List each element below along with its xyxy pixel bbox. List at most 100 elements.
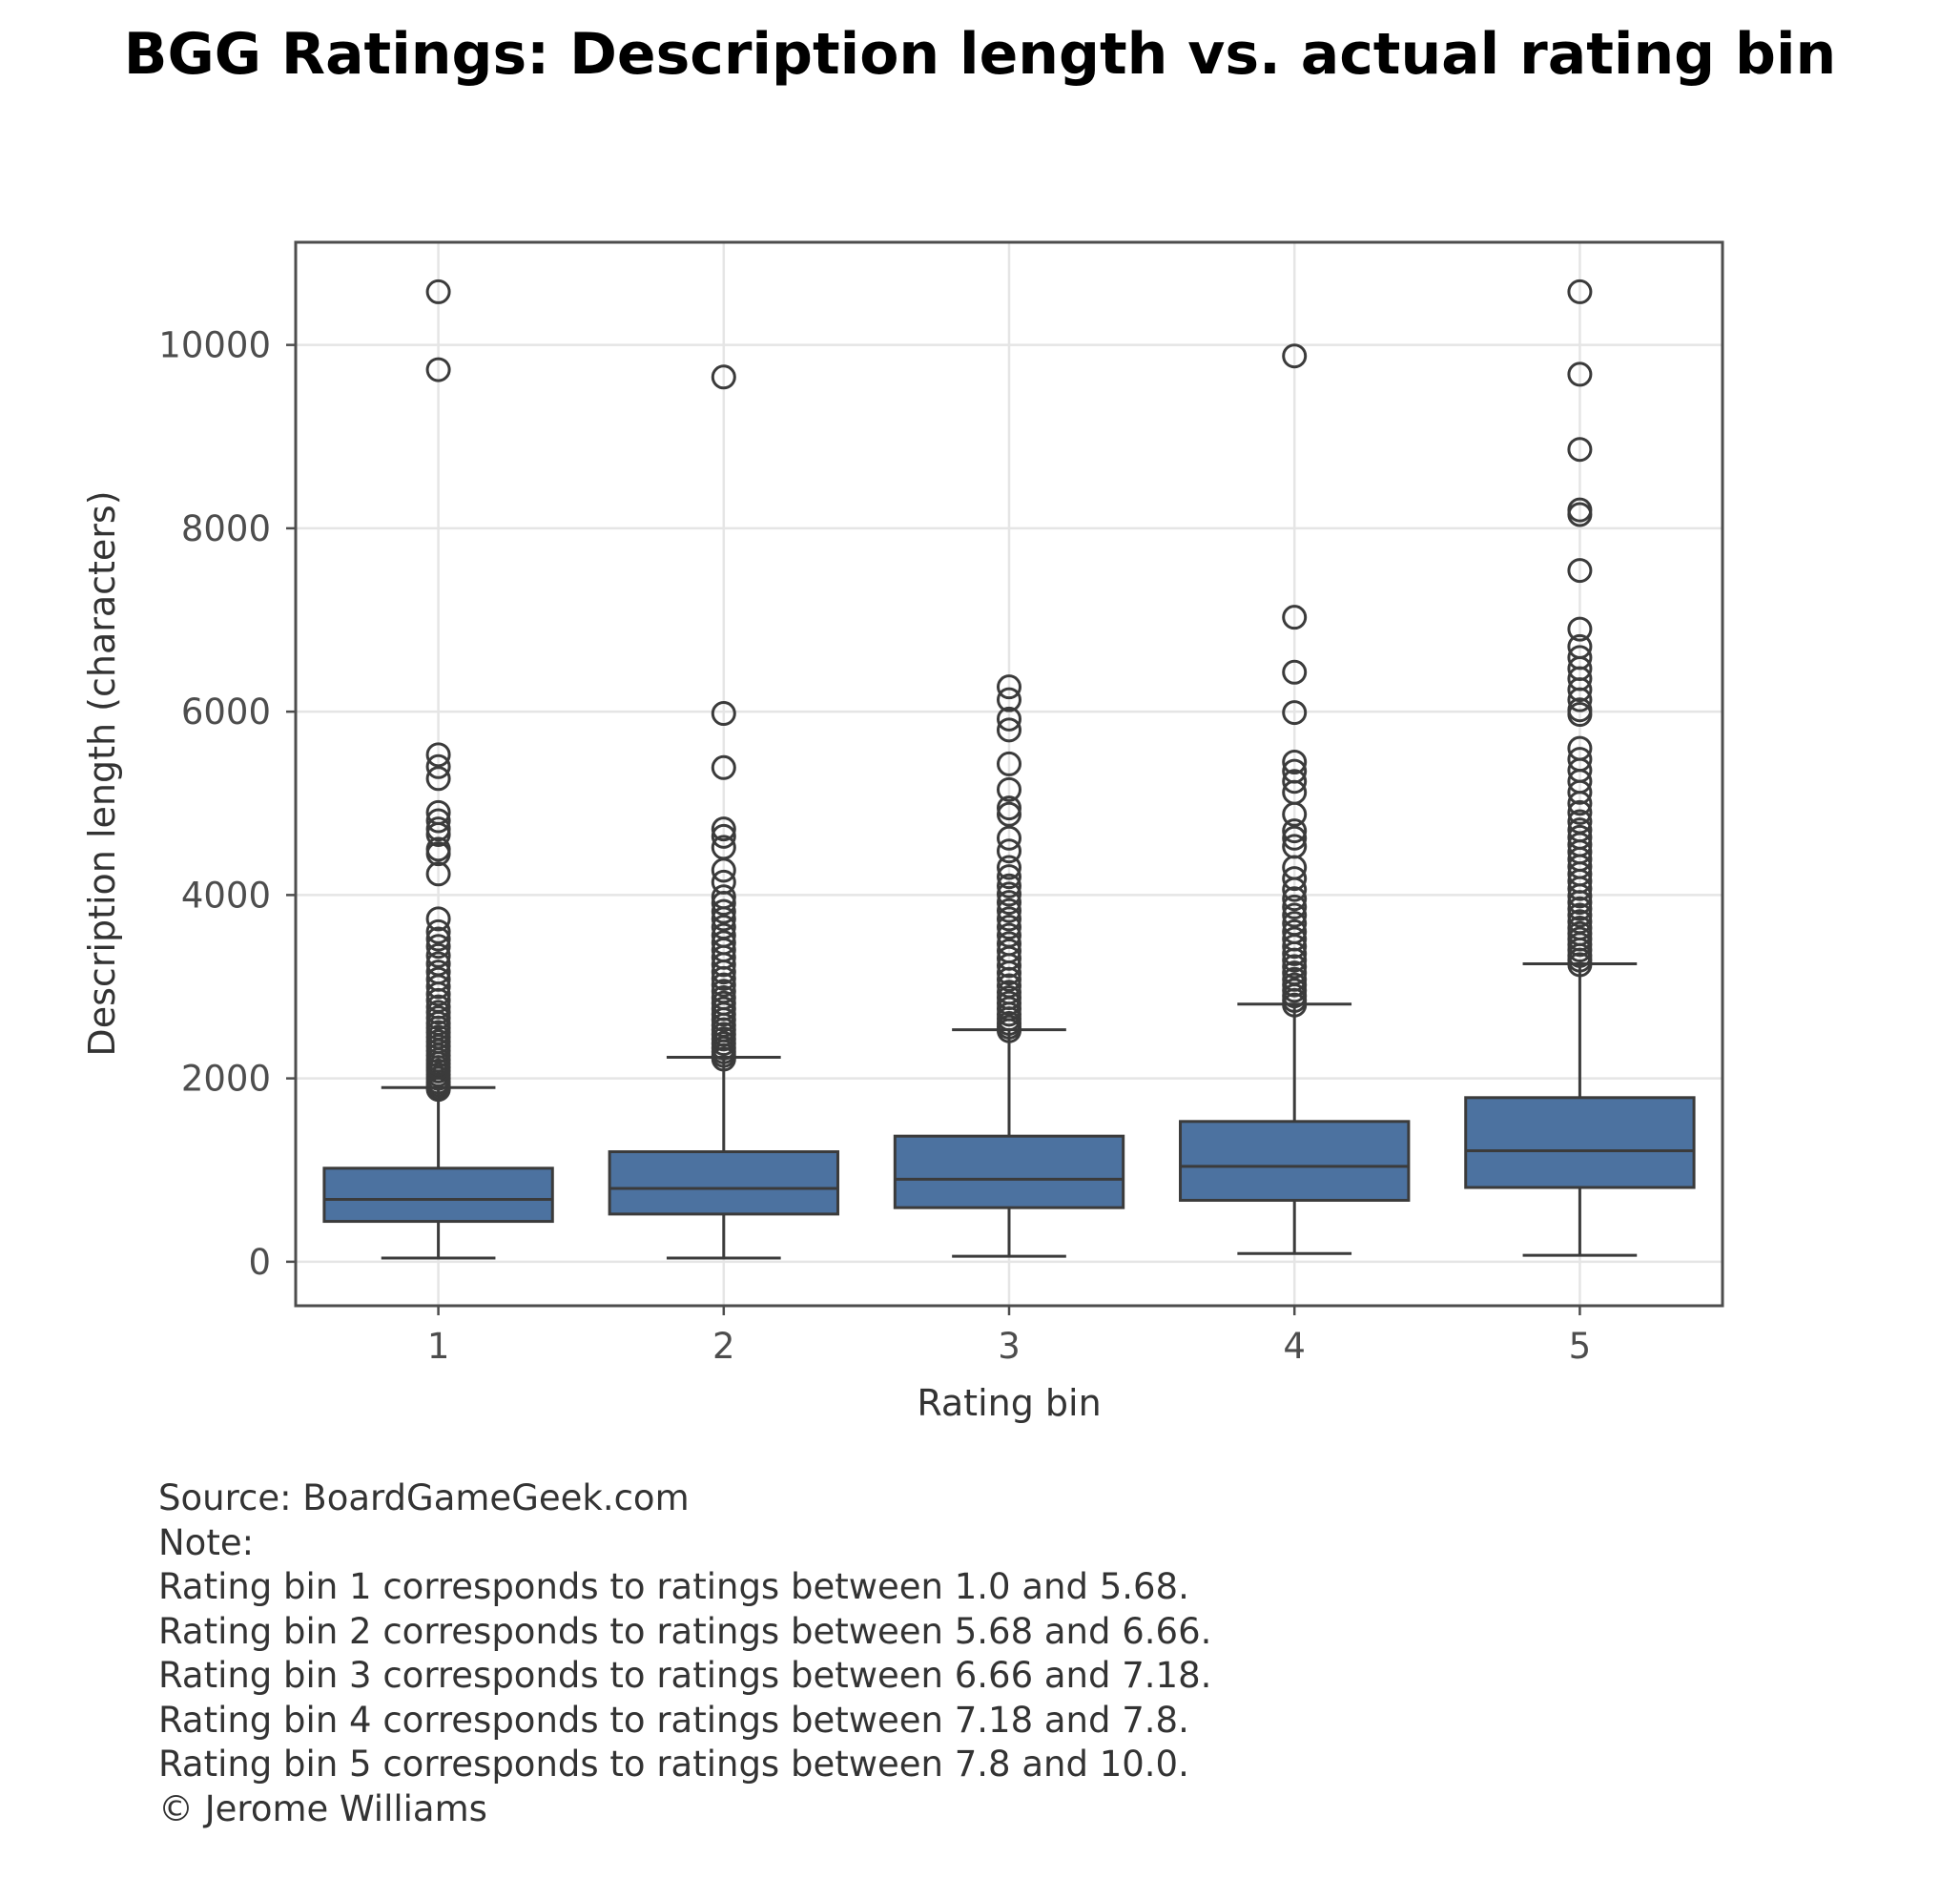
- x-tick-label: 4: [1283, 1326, 1306, 1367]
- outlier-point: [997, 906, 1021, 932]
- outlier-point: [1282, 343, 1308, 369]
- box-group-2: [608, 364, 839, 1260]
- outlier-point: [997, 776, 1021, 802]
- outlier-point: [997, 751, 1021, 776]
- outlier-point: [425, 906, 451, 932]
- outlier-point: [1567, 279, 1593, 304]
- outlier-point: [711, 823, 736, 849]
- outlier-point: [1567, 915, 1593, 940]
- outlier-point: [425, 808, 451, 834]
- y-tick-label: 0: [248, 1242, 271, 1283]
- outlier-point: [1282, 926, 1308, 952]
- outlier-point: [997, 706, 1021, 732]
- outlier-point: [1282, 919, 1308, 944]
- outlier-point: [425, 799, 451, 825]
- outlier-point: [997, 939, 1021, 964]
- outlier-point: [711, 835, 736, 860]
- outlier-point: [711, 869, 736, 895]
- outlier-point: [425, 994, 451, 1020]
- outlier-point: [711, 701, 736, 727]
- outlier-point: [1282, 960, 1308, 986]
- outlier-point: [1567, 558, 1593, 584]
- outlier-point: [1567, 824, 1593, 850]
- outlier-point: [1567, 497, 1593, 523]
- box-group-1: [322, 279, 554, 1260]
- outlier-point: [997, 674, 1021, 700]
- outlier-point: [1567, 817, 1593, 843]
- outlier-point: [997, 881, 1021, 907]
- outlier-point: [1282, 818, 1308, 844]
- outlier-point: [1567, 633, 1593, 659]
- outlier-point: [711, 930, 736, 956]
- boxes: [322, 279, 1696, 1260]
- outlier-point: [425, 919, 451, 944]
- box-iqr: [1464, 1096, 1696, 1189]
- footnote-line: Rating bin 2 corresponds to ratings betw…: [158, 1610, 1212, 1652]
- box-iqr: [893, 1134, 1125, 1209]
- outlier-point: [997, 898, 1021, 923]
- outlier-point: [425, 357, 451, 382]
- outlier-point: [997, 795, 1021, 821]
- outlier-point: [425, 960, 451, 985]
- outlier-point: [425, 753, 451, 779]
- outlier-point: [1567, 909, 1593, 935]
- outlier-point: [1567, 361, 1593, 387]
- box-iqr: [608, 1150, 839, 1216]
- outlier-point: [1567, 902, 1593, 928]
- outlier-point: [997, 980, 1021, 1005]
- outlier-point: [425, 861, 451, 887]
- outlier-point: [1282, 866, 1308, 892]
- outlier-point: [1567, 735, 1593, 761]
- outlier-point: [1282, 954, 1308, 980]
- outlier-point: [1282, 700, 1308, 726]
- outlier-point: [711, 979, 736, 1004]
- outlier-point: [425, 766, 451, 792]
- outlier-point: [1567, 747, 1593, 773]
- outlier-point: [997, 890, 1021, 916]
- outlier-point: [1567, 809, 1593, 835]
- outlier-point: [425, 742, 451, 768]
- outlier-point: [1567, 616, 1593, 642]
- x-tick-label: 5: [1569, 1326, 1592, 1367]
- outlier-point: [425, 926, 451, 952]
- outlier-point: [1567, 645, 1593, 671]
- outlier-point: [997, 973, 1021, 999]
- outlier-point: [1282, 659, 1308, 685]
- outlier-point: [997, 838, 1021, 864]
- footnote-line: Rating bin 1 corresponds to ratings betw…: [158, 1566, 1189, 1607]
- outlier-point: [425, 279, 451, 304]
- outlier-point: [1282, 750, 1308, 775]
- outlier-point: [1282, 605, 1308, 630]
- outlier-point: [997, 687, 1021, 712]
- outlier-point: [1282, 886, 1308, 912]
- footnote-line: © Jerome Williams: [158, 1787, 487, 1829]
- footnote-line: Source: BoardGameGeek.com: [158, 1477, 690, 1518]
- outlier-point: [997, 801, 1021, 827]
- outlier-point: [711, 364, 736, 390]
- outlier-point: [425, 836, 451, 862]
- outlier-point: [1282, 894, 1308, 919]
- y-tick-label: 2000: [181, 1059, 271, 1100]
- outlier-point: [425, 934, 451, 960]
- outlier-point: [1282, 966, 1308, 992]
- outlier-point: [711, 972, 736, 998]
- outlier-point: [1567, 437, 1593, 463]
- outlier-point: [1282, 902, 1308, 928]
- box-plot: 0 2000 4000 6000 8000 10000 1 2 3 4 5 Rating bin D…: [81, 240, 1724, 1424]
- outlier-point: [997, 922, 1021, 948]
- outlier-point: [425, 966, 451, 992]
- footnote: Source: BoardGameGeek.com Note: Rating b…: [158, 1476, 1211, 1831]
- outlier-point: [1282, 758, 1308, 784]
- y-tick-label: 10000: [158, 325, 271, 366]
- outlier-point: [711, 884, 736, 910]
- outlier-point: [711, 754, 736, 780]
- outlier-point: [1282, 834, 1308, 859]
- outlier-point: [997, 855, 1021, 880]
- outlier-point: [997, 873, 1021, 898]
- outlier-point: [711, 898, 736, 924]
- y-tick-label: 8000: [181, 508, 271, 549]
- footnote-line: Rating bin 5 corresponds to ratings betw…: [158, 1744, 1189, 1785]
- outlier-point: [1282, 769, 1308, 795]
- x-tick-label: 2: [712, 1326, 735, 1367]
- outlier-point: [425, 951, 451, 977]
